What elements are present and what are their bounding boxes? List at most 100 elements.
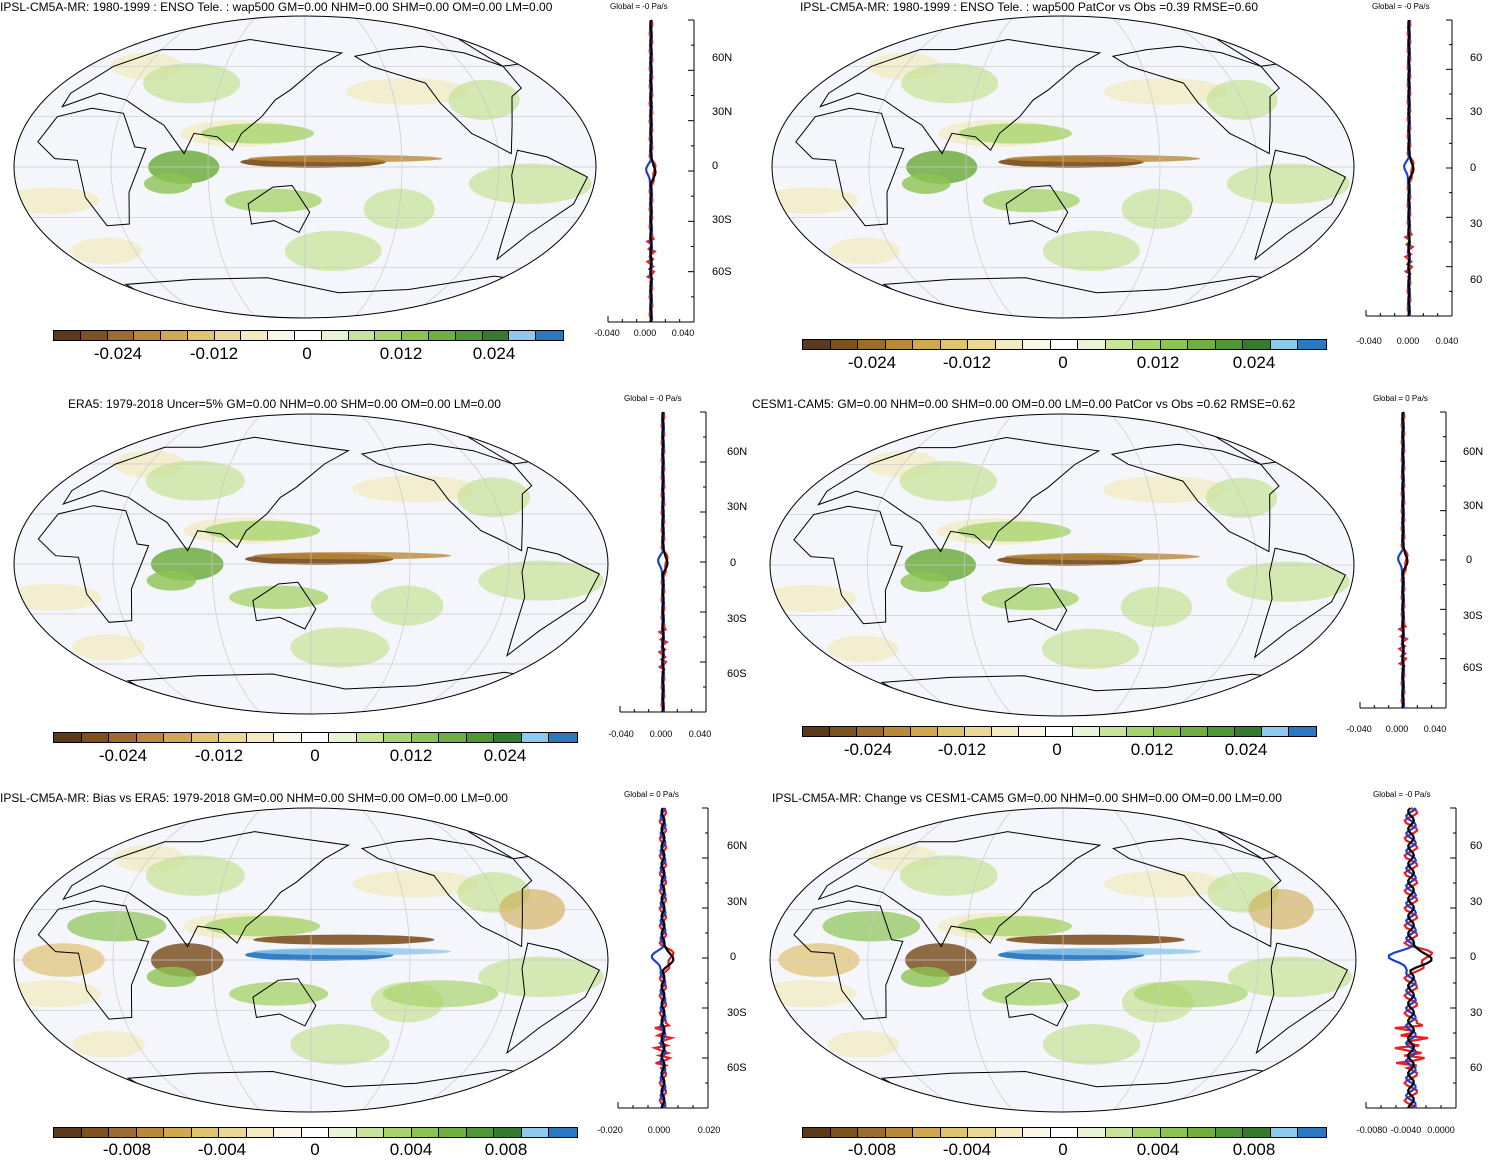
colorbar — [53, 330, 564, 341]
colorbar-swatch — [521, 1128, 550, 1137]
colorbar-swatch — [1298, 340, 1326, 349]
colorbar-label: -0.024 — [93, 344, 143, 363]
colorbar-swatch — [81, 1128, 110, 1137]
colorbar-swatch — [1127, 727, 1154, 736]
colorbar-label: -0.004 — [942, 1140, 992, 1159]
robinson-map — [13, 413, 609, 715]
colorbar-swatch — [1270, 340, 1299, 349]
x-tick-label: -0.0040 — [1390, 1125, 1422, 1135]
x-tick-label: -0.040 — [1346, 724, 1372, 734]
colorbar-swatch — [494, 1128, 522, 1137]
colorbar-swatch — [321, 331, 349, 340]
colorbar-swatch — [1078, 340, 1106, 349]
colorbar-swatch — [1154, 727, 1181, 736]
lat-label: 0 — [730, 951, 737, 963]
lat-label: 60 — [1470, 52, 1483, 64]
lat-label: 60 — [1470, 274, 1483, 286]
colorbar-swatch — [214, 331, 242, 340]
global-mean-label: Global = 0 Pa/s — [1373, 394, 1428, 403]
colorbar-swatch — [1050, 340, 1079, 349]
lat-label: 30 — [1470, 1007, 1483, 1019]
colorbar — [802, 339, 1327, 350]
colorbar-swatch — [1019, 727, 1046, 736]
lat-label: 0 — [1470, 951, 1477, 963]
colorbar-swatch — [968, 340, 996, 349]
colorbar-swatch — [219, 733, 247, 742]
colorbar-swatch — [884, 727, 911, 736]
colorbar-label: -0.012 — [942, 353, 992, 372]
colorbar-swatch — [1105, 340, 1134, 349]
colorbar-swatch — [913, 340, 941, 349]
colorbar-swatch — [1181, 727, 1208, 736]
colorbar-swatch — [1188, 1128, 1216, 1137]
panel-title: IPSL-CM5A-MR: Bias vs ERA5: 1979-2018 GM… — [0, 791, 508, 805]
colorbar-swatch — [830, 727, 857, 736]
colorbar-swatch — [1073, 727, 1100, 736]
colorbar-swatch — [246, 1128, 275, 1137]
colorbar-swatch — [911, 727, 938, 736]
colorbar-swatch — [164, 733, 192, 742]
colorbar-swatch — [940, 340, 969, 349]
colorbar — [53, 732, 578, 743]
colorbar-swatch — [885, 340, 914, 349]
x-tick-label: -0.0080 — [1356, 1125, 1388, 1135]
x-tick-label: -0.040 — [1356, 336, 1382, 346]
colorbar-swatch — [81, 733, 110, 742]
colorbar-swatch — [187, 331, 215, 340]
global-mean-label: Global = -0 Pa/s — [624, 394, 682, 403]
colorbar-label: 0 — [310, 1140, 320, 1159]
colorbar-swatch — [411, 1128, 440, 1137]
colorbar-swatch — [482, 331, 510, 340]
colorbar-swatch — [80, 331, 108, 340]
lat-label: 30 — [1470, 896, 1483, 908]
colorbar-swatch — [109, 1128, 137, 1137]
colorbar-swatch — [54, 331, 81, 340]
colorbar-swatch — [191, 1128, 220, 1137]
colorbar-swatch — [1105, 1128, 1134, 1137]
colorbar-label: -0.008 — [847, 1140, 897, 1159]
panel-title: ERA5: 1979-2018 Uncer=5% GM=0.00 NHM=0.0… — [68, 397, 501, 411]
colorbar-swatch — [356, 1128, 385, 1137]
colorbar-label: 0.012 — [379, 344, 423, 363]
colorbar-label: 0.012 — [1130, 740, 1174, 759]
colorbar-label: 0.004 — [1136, 1140, 1180, 1159]
x-tick-label: -0.040 — [594, 328, 620, 338]
colorbar-swatch — [161, 331, 188, 340]
colorbar-swatch — [1023, 340, 1051, 349]
colorbar-label: 0.008 — [484, 1140, 528, 1159]
colorbar-swatch — [274, 733, 302, 742]
colorbar-swatch — [858, 340, 886, 349]
colorbar-swatch — [375, 331, 403, 340]
colorbar-swatch — [54, 733, 82, 742]
panel-title: IPSL-CM5A-MR: Change vs CESM1-CAM5 GM=0.… — [772, 791, 1282, 805]
colorbar-swatch — [1270, 1128, 1299, 1137]
x-tick-label: -0.040 — [608, 729, 634, 739]
x-tick-label: 0.040 — [688, 729, 712, 739]
colorbar-label: -0.012 — [194, 746, 244, 765]
colorbar-swatch — [348, 331, 376, 340]
global-mean-label: Global = -0 Pa/s — [610, 2, 668, 11]
colorbar-swatch — [549, 1128, 577, 1137]
colorbar-swatch — [466, 733, 495, 742]
zonal-mean-profile — [607, 19, 695, 323]
colorbar-swatch — [803, 340, 831, 349]
zonal-mean-profile — [1365, 19, 1453, 317]
colorbar — [802, 726, 1317, 737]
colorbar-label: 0 — [1058, 1140, 1068, 1159]
colorbar — [802, 1127, 1327, 1138]
colorbar-label: 0.024 — [1232, 353, 1276, 372]
colorbar-swatch — [1262, 727, 1289, 736]
colorbar-swatch — [803, 727, 830, 736]
colorbar-swatch — [268, 331, 296, 340]
colorbar-swatch — [1243, 340, 1271, 349]
colorbar-swatch — [1188, 340, 1216, 349]
zonal-mean-profile — [1359, 411, 1447, 709]
lat-label-60n: 60N — [712, 52, 733, 64]
colorbar-swatch — [830, 1128, 859, 1137]
colorbar-swatch — [466, 1128, 495, 1137]
lat-label: 30S — [727, 1007, 747, 1019]
lat-label-60s: 60S — [712, 266, 732, 278]
lat-label: 30 — [1470, 218, 1483, 230]
global-mean-label: Global = 0 Pa/s — [624, 790, 679, 799]
lat-label: 30S — [727, 613, 747, 625]
